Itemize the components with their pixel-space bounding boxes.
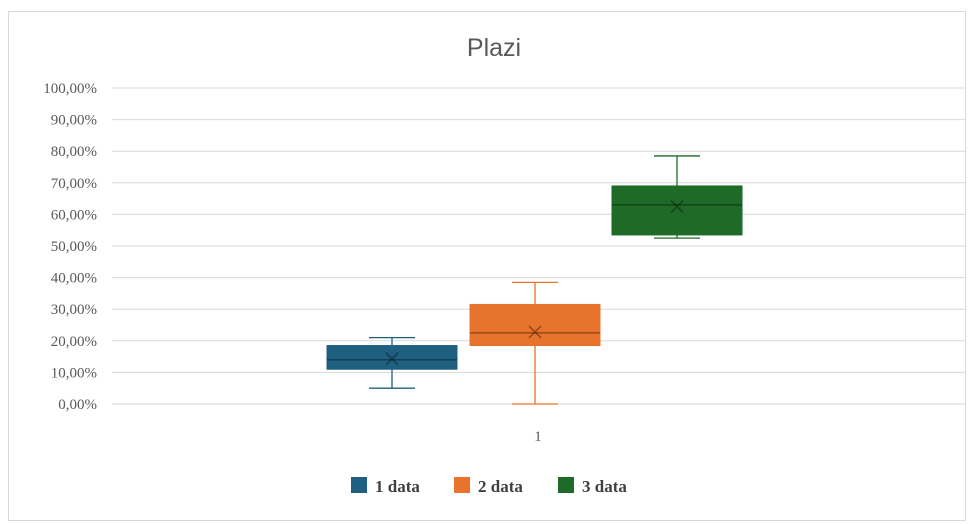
legend-label: 2 data [478,477,523,496]
box-1 [326,336,458,389]
legend-label: 1 data [375,477,420,496]
x-tick-label: 1 [534,429,542,445]
legend-swatch [454,477,470,493]
legend-item: 2 data [454,477,523,496]
legend-item: 1 data [351,477,420,496]
y-axis-tick-labels: 0,00% 10,00% 20,00% 30,00% 40,00% 50,00% 60,00… [43,81,97,413]
box-series [326,155,743,405]
y-tick-label: 60,00% [51,207,97,223]
y-tick-label: 80,00% [51,144,97,160]
legend: 1 data 2 data 3 data [351,477,627,496]
y-tick-label: 40,00% [51,271,97,287]
y-tick-label: 20,00% [51,334,97,350]
legend-label: 3 data [582,477,627,496]
box-2 [469,281,601,405]
legend-swatch [351,477,367,493]
y-tick-label: 30,00% [51,302,97,318]
y-tick-label: 10,00% [51,365,97,381]
chart-frame [8,11,966,521]
y-tick-label: 70,00% [51,176,97,192]
box-body [469,303,601,347]
y-tick-label: 90,00% [51,113,97,129]
chart-title: Plazi [467,34,521,62]
x-axis-tick-labels: 1 [534,429,542,445]
box-body [326,345,458,370]
legend-swatch [558,477,574,493]
legend-item: 3 data [558,477,627,496]
box-3 [611,155,743,239]
box-body [611,185,743,236]
gridlines [112,87,966,405]
mean-marker [528,325,542,339]
y-tick-label: 50,00% [51,239,97,255]
y-tick-label: 100,00% [43,81,97,97]
y-tick-label: 0,00% [58,397,97,413]
mean-marker [385,352,399,366]
mean-marker [670,199,684,214]
